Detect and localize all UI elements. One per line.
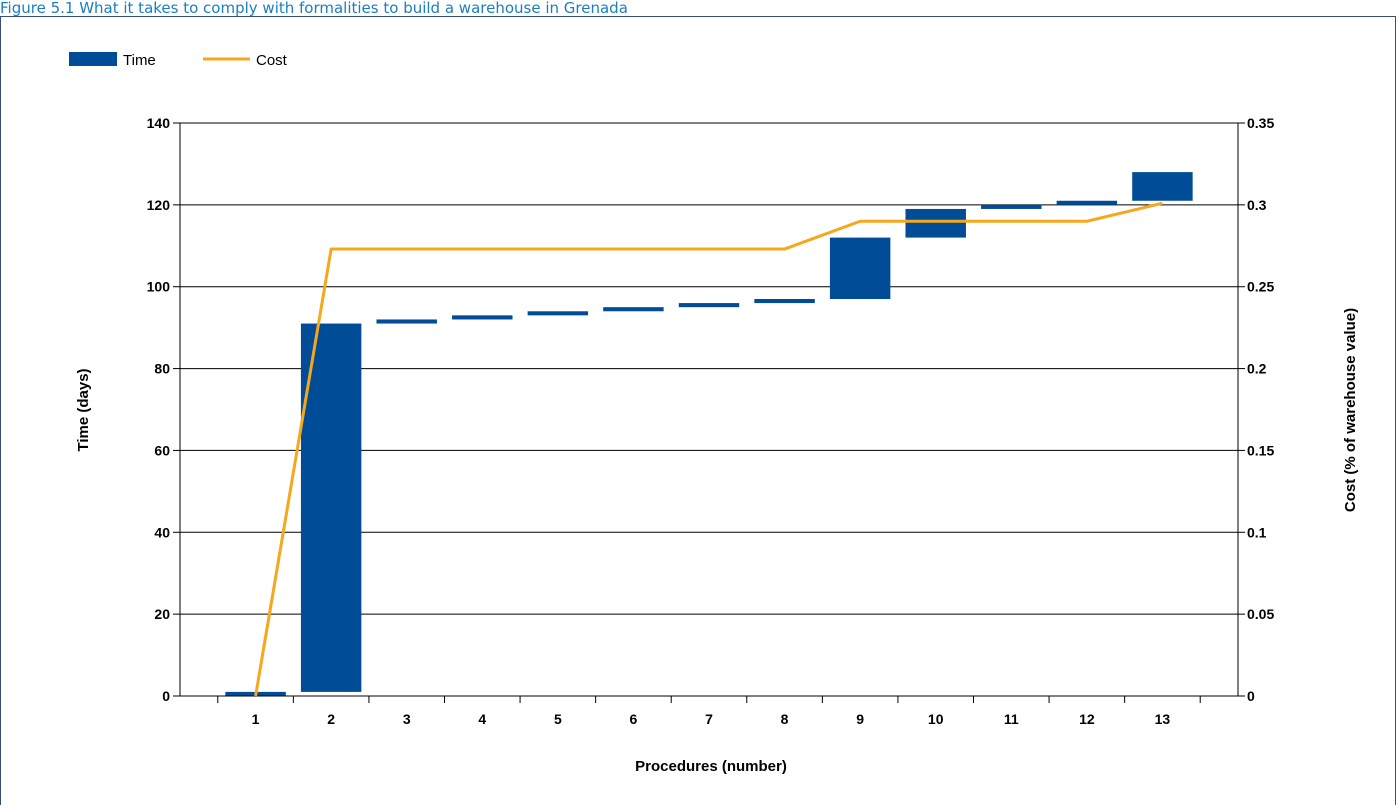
legend-time-label: Time [123, 52, 156, 69]
time-bar [905, 208, 966, 238]
y-right-tick-label: 0.3 [1247, 197, 1267, 213]
time-bars [225, 172, 1193, 696]
time-bar [829, 237, 891, 299]
legend-cost-label: Cost [256, 52, 288, 69]
y-left-tick-label: 0 [162, 688, 170, 704]
time-bar [754, 298, 815, 304]
time-bar [981, 204, 1042, 209]
time-bar [678, 303, 740, 308]
time-bar [527, 311, 589, 316]
y-axis-left-title: Time (days) [75, 368, 92, 451]
cost-line [254, 201, 1163, 697]
x-tick-label: 5 [554, 711, 562, 727]
x-tick-label: 8 [781, 711, 789, 727]
chart-panel [0, 16, 1396, 805]
x-tick-label: 1 [252, 711, 260, 727]
y-right-tick-label: 0.2 [1247, 361, 1267, 377]
time-bar [1056, 200, 1118, 205]
x-tick-label: 4 [478, 711, 486, 727]
legend: Time Cost [69, 52, 288, 69]
y-left-tick-label: 80 [154, 361, 170, 377]
time-bar [603, 307, 664, 312]
x-tick-label: 11 [1004, 711, 1019, 727]
y-left-tick-label: 20 [154, 606, 170, 622]
y-axis-right-title: Cost (% of warehouse value) [1342, 308, 1359, 512]
x-tick-label: 13 [1155, 711, 1171, 727]
time-bar [452, 315, 513, 320]
y-right-tick-label: 0.35 [1247, 115, 1274, 131]
y-left-tick-label: 100 [147, 279, 171, 295]
x-tick-label: 6 [630, 711, 638, 727]
y-left-tick-label: 140 [147, 115, 171, 131]
cost-series-line [254, 201, 1163, 697]
x-tick-label: 12 [1079, 711, 1095, 727]
time-bar [300, 323, 362, 692]
time-bar [376, 319, 437, 324]
x-tick-label: 9 [856, 711, 864, 727]
y-right-tick-label: 0.15 [1247, 442, 1274, 458]
x-tick-label: 10 [928, 711, 944, 727]
x-tick-label: 2 [327, 711, 335, 727]
legend-time-swatch [69, 52, 117, 66]
y-right-tick-label: 0 [1247, 688, 1255, 704]
y-right-tick-label: 0.1 [1247, 524, 1267, 540]
y-left-tick-label: 60 [154, 442, 170, 458]
y-left-tick-label: 40 [154, 524, 170, 540]
x-axis-title: Procedures (number) [635, 758, 787, 775]
axes [173, 122, 1245, 703]
x-tick-label: 7 [705, 711, 713, 727]
time-bar [1132, 172, 1193, 201]
y-right-tick-label: 0.25 [1247, 279, 1274, 295]
figure-title: Figure 5.1 What it takes to comply with … [0, 0, 628, 16]
x-tick-label: 3 [403, 711, 411, 727]
tick-labels: 0 20 40 60 80 100 120 140 0 0.05 0.1 0.15 0.2 0.25 0.3… [147, 115, 1275, 727]
y-right-tick-label: 0.05 [1247, 606, 1274, 622]
y-left-tick-label: 120 [147, 197, 171, 213]
